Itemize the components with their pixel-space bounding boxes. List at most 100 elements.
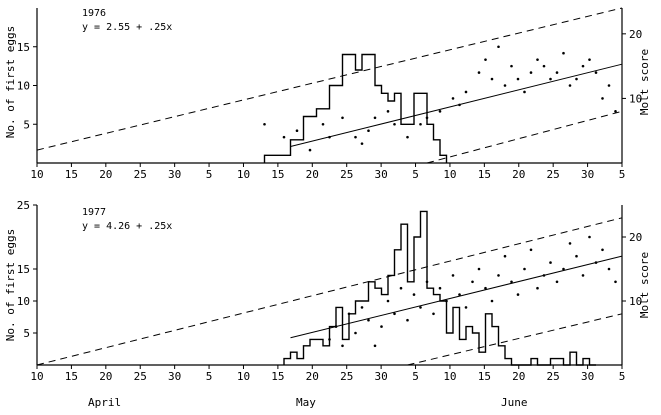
molt-score-point	[458, 103, 461, 107]
x-tick-label: 20	[512, 370, 525, 383]
molt-score-point	[367, 129, 370, 133]
x-tick-label: 10	[30, 168, 43, 181]
molt-score-point	[328, 338, 331, 341]
y-tick-label-left: 15	[17, 263, 30, 276]
molt-score-point	[490, 77, 494, 81]
molt-score-point	[568, 84, 572, 87]
y-tick-label-right: 20	[629, 231, 642, 244]
molt-score-point	[445, 299, 448, 303]
y-tick-label-left: 25	[17, 199, 30, 212]
x-tick-label: 25	[134, 370, 147, 383]
molt-score-point	[354, 135, 357, 139]
molt-score-point	[282, 135, 286, 139]
molt-score-point	[516, 77, 520, 81]
molt-score-point	[360, 306, 364, 309]
x-tick-label: 5	[206, 168, 213, 181]
panel-1976: 1976 y = 2.55 + .25x No. of first eggs M…	[4, 7, 651, 181]
x-tick-label: 10	[237, 168, 250, 181]
molt-score-point	[575, 77, 578, 81]
upper-envelope-dashed-line	[36, 217, 623, 366]
molt-score-point	[497, 274, 500, 277]
regression-line	[290, 63, 623, 148]
molt-score-point	[360, 142, 364, 145]
month-labels: April May June	[88, 396, 528, 409]
x-tick-label: 15	[271, 370, 284, 383]
molt-score-point	[458, 293, 461, 296]
molt-score-point	[471, 280, 474, 284]
molt-score-point	[367, 318, 370, 322]
molt-score-point	[438, 110, 442, 113]
molt-score-point	[601, 248, 604, 252]
lower-envelope-dashed-line	[407, 313, 623, 366]
molt-score-point	[484, 58, 487, 61]
x-tick-label: 25	[547, 168, 560, 181]
molt-score-point	[536, 286, 539, 290]
month-label-june: June	[501, 396, 528, 409]
molt-score-point	[588, 235, 591, 239]
molt-score-point	[588, 58, 591, 61]
y-tick-label-left: 15	[17, 41, 30, 54]
y-axis-title-left: No. of first eggs	[4, 229, 17, 342]
y-tick-label-right: 10	[629, 295, 642, 308]
molt-score-point	[477, 267, 481, 271]
x-tick-label: 15	[65, 370, 78, 383]
regression-equation: y = 2.55 + .25x	[82, 22, 172, 33]
molt-score-point	[419, 306, 422, 309]
x-tick-label: 25	[134, 168, 147, 181]
molt-score-point	[555, 71, 559, 74]
molt-score-point	[328, 135, 331, 139]
molt-score-point	[516, 293, 520, 296]
molt-score-point	[607, 84, 611, 87]
molt-score-point	[399, 286, 403, 290]
molt-score-point	[295, 129, 299, 133]
x-tick-label: 10	[237, 370, 250, 383]
molt-score-point	[484, 286, 487, 290]
molt-score-point	[601, 97, 604, 100]
x-tick-label: 30	[581, 370, 594, 383]
molt-score-point	[562, 267, 565, 271]
y-axis-title-right: Molt score	[638, 49, 651, 115]
molt-score-point	[373, 116, 377, 120]
molt-score-point	[607, 267, 611, 271]
molt-score-point	[432, 312, 435, 316]
molt-score-point	[464, 90, 468, 94]
molt-score-point	[614, 280, 617, 284]
x-tick-label: 30	[374, 370, 387, 383]
panel-year-label: 1976	[82, 8, 106, 19]
molt-score-point	[425, 280, 429, 284]
molt-score-point	[562, 51, 565, 55]
x-tick-label: 5	[206, 370, 213, 383]
x-tick-label: 25	[547, 370, 560, 383]
molt-score-point	[529, 248, 533, 252]
month-label-april: April	[88, 396, 121, 409]
x-tick-label: 15	[478, 168, 491, 181]
y-axis-title-left: No. of first eggs	[4, 26, 17, 139]
molt-score-point	[347, 312, 351, 316]
x-tick-label: 5	[619, 370, 626, 383]
molt-score-point	[568, 242, 572, 245]
y-tick-label-right: 10	[629, 92, 642, 105]
y-axis-title-right: Molt score	[638, 252, 651, 318]
molt-score-point	[451, 97, 455, 100]
molt-score-point	[581, 64, 585, 68]
molt-score-point	[510, 64, 513, 68]
y-tick-label-left: 5	[23, 118, 30, 131]
molt-score-point	[542, 64, 546, 68]
molt-score-point	[419, 122, 422, 126]
molt-score-point	[380, 325, 383, 328]
x-tick-label: 30	[581, 168, 594, 181]
upper-envelope-dashed-line	[36, 7, 623, 151]
molt-score-point	[263, 122, 266, 126]
molt-score-point	[614, 110, 617, 113]
molt-score-point	[575, 254, 578, 258]
molt-score-point	[393, 122, 396, 126]
molt-score-point	[321, 122, 325, 126]
x-tick-label: 15	[65, 168, 78, 181]
molt-score-point	[594, 71, 598, 74]
y-tick-label-left: 5	[23, 327, 30, 340]
molt-score-point	[490, 299, 494, 303]
molt-score-point	[549, 77, 552, 81]
molt-score-point	[341, 116, 344, 120]
x-tick-label: 30	[168, 370, 181, 383]
